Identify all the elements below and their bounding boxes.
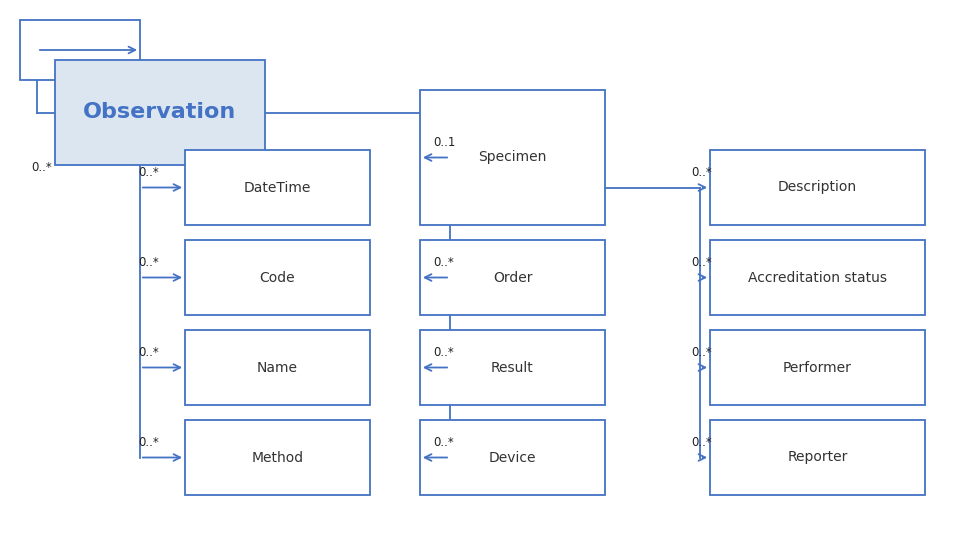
Bar [710, 330, 925, 405]
Text: Description: Description [778, 180, 857, 194]
Text: Result: Result [492, 361, 534, 375]
Text: 0..*: 0..* [691, 347, 712, 360]
Text: 0..*: 0..* [434, 436, 454, 449]
Text: Reporter: Reporter [787, 450, 848, 464]
Bar [710, 240, 925, 315]
Bar [420, 90, 605, 225]
Text: Method: Method [252, 450, 303, 464]
Text: Name: Name [257, 361, 298, 375]
Bar [20, 20, 140, 80]
Text: 0..*: 0..* [691, 166, 712, 179]
Text: Observation: Observation [84, 103, 236, 123]
Text: 0..1: 0..1 [433, 137, 455, 150]
Text: Order: Order [492, 271, 532, 285]
Text: 0..*: 0..* [434, 347, 454, 360]
Text: 0..*: 0..* [691, 436, 712, 449]
Text: 0..*: 0..* [32, 161, 52, 174]
Text: 0..*: 0..* [434, 256, 454, 269]
Text: Performer: Performer [783, 361, 852, 375]
Bar [420, 240, 605, 315]
Bar [420, 420, 605, 495]
Text: Accreditation status: Accreditation status [748, 271, 887, 285]
Bar [185, 150, 370, 225]
Text: Specimen: Specimen [478, 151, 546, 165]
Text: Device: Device [489, 450, 537, 464]
Bar [185, 330, 370, 405]
Text: DateTime: DateTime [244, 180, 311, 194]
Bar [185, 420, 370, 495]
Bar [55, 60, 265, 165]
Bar [185, 240, 370, 315]
Text: 0..*: 0..* [138, 256, 159, 269]
Bar [420, 330, 605, 405]
Text: 0..*: 0..* [138, 347, 159, 360]
Bar [710, 420, 925, 495]
Bar [710, 150, 925, 225]
Text: 0..*: 0..* [691, 256, 712, 269]
Text: Code: Code [260, 271, 296, 285]
Text: 0..*: 0..* [138, 166, 159, 179]
Text: 0..*: 0..* [138, 436, 159, 449]
